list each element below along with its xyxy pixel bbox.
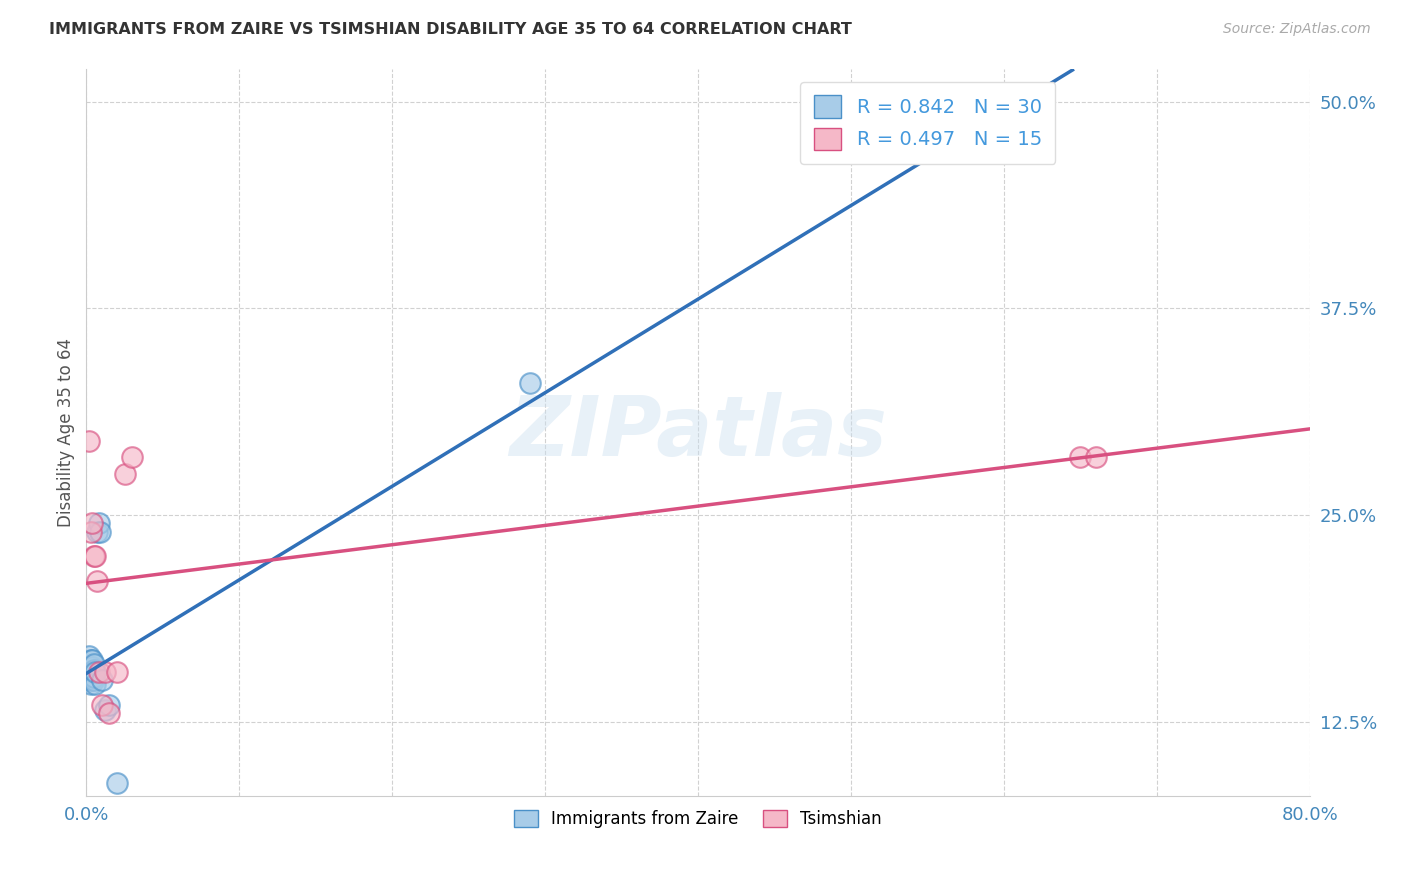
Point (98, 698, 121, 713)
Point (121, 450, 143, 464)
Point (79, 665, 101, 679)
Point (80, 653, 103, 667)
Point (86, 524, 108, 539)
Point (114, 467, 136, 481)
Point (79, 434, 101, 448)
Point (83, 670, 105, 684)
Point (76, 665, 98, 679)
Point (86, 574, 108, 588)
Point (105, 665, 128, 679)
Point (82, 665, 104, 679)
Point (84, 549, 107, 564)
Point (1084, 450, 1107, 464)
Point (79, 673, 101, 688)
Point (519, 376, 541, 390)
Y-axis label: Disability Age 35 to 64: Disability Age 35 to 64 (58, 338, 75, 527)
Point (98, 706, 121, 721)
Point (83, 673, 105, 688)
Point (80, 665, 103, 679)
Point (82, 653, 104, 667)
Point (80, 524, 103, 539)
Text: Source: ZipAtlas.com: Source: ZipAtlas.com (1223, 22, 1371, 37)
Point (84, 665, 107, 679)
Point (118, 809, 141, 823)
Point (89, 524, 111, 539)
Point (105, 776, 128, 790)
Point (83, 549, 105, 564)
Point (80, 660, 103, 674)
Point (80, 670, 103, 684)
Point (82, 673, 104, 688)
Point (87, 665, 110, 679)
Legend: Immigrants from Zaire, Tsimshian: Immigrants from Zaire, Tsimshian (508, 804, 889, 835)
Point (83, 664, 105, 678)
Point (93, 703, 115, 717)
Point (90, 673, 112, 688)
Point (76, 657, 98, 671)
Point (90, 698, 112, 713)
Point (80, 676, 103, 690)
Text: IMMIGRANTS FROM ZAIRE VS TSIMSHIAN DISABILITY AGE 35 TO 64 CORRELATION CHART: IMMIGRANTS FROM ZAIRE VS TSIMSHIAN DISAB… (49, 22, 852, 37)
Point (1069, 450, 1091, 464)
Point (93, 665, 115, 679)
Point (84, 676, 107, 690)
Point (79, 648, 101, 663)
Point (82, 660, 104, 674)
Text: ZIPatlas: ZIPatlas (509, 392, 887, 473)
Point (79, 660, 101, 674)
Point (82, 516, 104, 531)
Point (83, 657, 105, 671)
Point (87, 516, 110, 531)
